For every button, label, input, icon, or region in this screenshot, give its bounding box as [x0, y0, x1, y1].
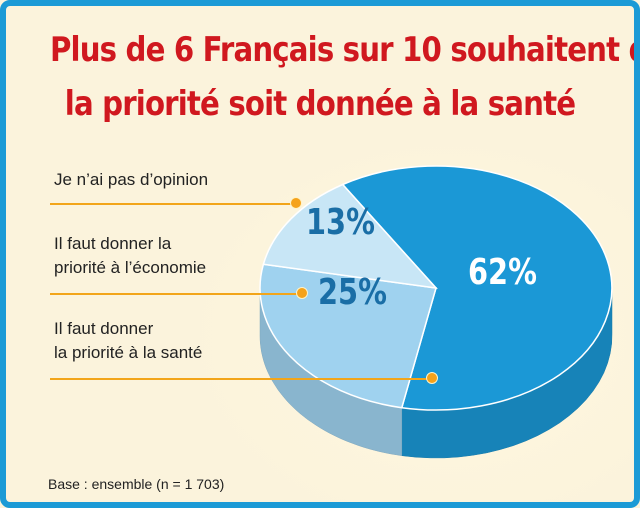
footnote-base: Base : ensemble (n = 1 703)	[48, 476, 225, 492]
leader-line-sante	[50, 378, 432, 380]
leader-dot-sante	[426, 372, 438, 384]
chart-title-line1: Plus de 6 Français sur 10 souhaitent que	[49, 30, 640, 70]
leader-dot-opinion	[290, 197, 302, 209]
pie-chart	[259, 165, 613, 459]
legend-label-opinion-text: Je n’ai pas d’opinion	[54, 170, 209, 189]
chart-title-line2: la priorité soit donnée à la santé	[64, 84, 576, 124]
legend-label-sante-line2: la priorité à la santé	[54, 343, 203, 362]
legend-label-economie: Il faut donner la priorité à l’économie	[54, 232, 206, 280]
legend-label-economie-line1: Il faut donner la	[54, 234, 172, 253]
leader-line-opinion	[50, 203, 296, 205]
legend-label-sante-line1: Il faut donner	[54, 319, 154, 338]
pie-slice-economie	[259, 263, 437, 409]
leader-dot-economie	[296, 287, 308, 299]
pie-slice-opinion	[262, 183, 438, 290]
data-label-opinion: 13%	[306, 202, 375, 243]
legend-label-sante: Il faut donner la priorité à la santé	[54, 317, 202, 365]
leader-line-economie	[50, 293, 302, 295]
data-label-sante: 62%	[468, 252, 537, 293]
pie-slice-sante	[341, 165, 613, 411]
legend-label-opinion: Je n’ai pas d’opinion	[54, 168, 208, 192]
data-label-economie: 25%	[318, 272, 387, 313]
legend-label-economie-line2: priorité à l’économie	[54, 258, 207, 277]
